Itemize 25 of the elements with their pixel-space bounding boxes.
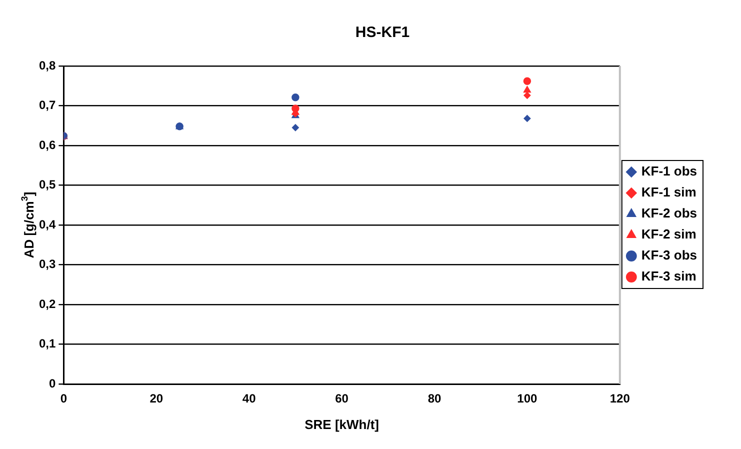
x-tick-label: 60	[335, 392, 349, 406]
chart-title: HS-KF1	[355, 24, 410, 42]
legend-label: KF-3 obs	[641, 248, 698, 263]
x-tick-label: 0	[60, 392, 68, 406]
x-tick-label: 40	[242, 392, 256, 406]
legend-label: KF-2 sim	[641, 226, 696, 242]
y-tick-label: 0,2	[38, 296, 56, 311]
legend-label: KF-2 obs	[641, 206, 698, 221]
legend-label: KF-1 sim	[641, 184, 696, 200]
legend-label: KF-1 obs	[641, 164, 698, 179]
y-tick-label: 0,5	[38, 178, 56, 192]
x-tick-label: 80	[428, 392, 442, 406]
x-tick-label: 100	[517, 392, 538, 406]
legend-label: KF-3 sim	[641, 268, 696, 284]
y-tick-label: 0	[48, 376, 56, 390]
x-axis-title: SRE [kWh/t]	[304, 416, 379, 432]
x-tick-label: 120	[610, 392, 630, 406]
x-tick-label: 20	[150, 392, 164, 406]
y-tick-label: 0,6	[38, 138, 56, 152]
y-tick-label: 0,7	[38, 98, 56, 112]
y-tick-label: 0,4	[38, 217, 56, 232]
y-axis-title: AD [g/cm3]	[19, 192, 37, 258]
y-tick-label: 0,8	[38, 58, 56, 72]
y-tick-label: 0,1	[38, 336, 56, 351]
y-tick-label: 0,3	[38, 257, 56, 272]
